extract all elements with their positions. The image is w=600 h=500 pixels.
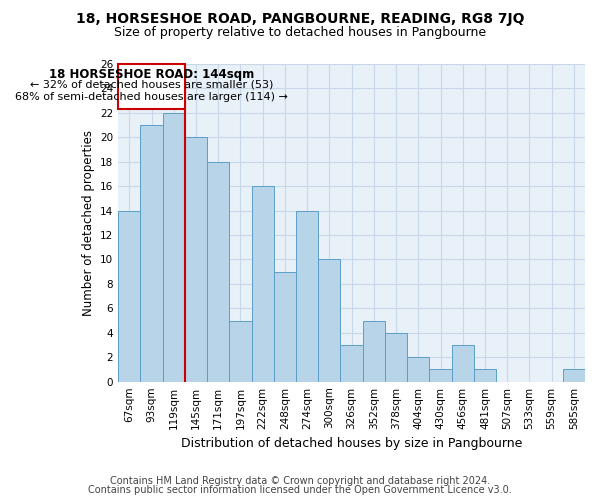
Text: 18, HORSESHOE ROAD, PANGBOURNE, READING, RG8 7JQ: 18, HORSESHOE ROAD, PANGBOURNE, READING,… — [76, 12, 524, 26]
Bar — [563, 370, 585, 382]
FancyBboxPatch shape — [118, 64, 185, 109]
Bar — [118, 210, 140, 382]
Text: Contains HM Land Registry data © Crown copyright and database right 2024.: Contains HM Land Registry data © Crown c… — [110, 476, 490, 486]
Text: ← 32% of detached houses are smaller (53): ← 32% of detached houses are smaller (53… — [30, 80, 273, 90]
Bar — [140, 125, 163, 382]
Bar — [474, 370, 496, 382]
Bar — [251, 186, 274, 382]
Bar — [385, 333, 407, 382]
Bar — [407, 357, 430, 382]
Text: 18 HORSESHOE ROAD: 144sqm: 18 HORSESHOE ROAD: 144sqm — [49, 68, 254, 80]
Bar — [274, 272, 296, 382]
Text: Size of property relative to detached houses in Pangbourne: Size of property relative to detached ho… — [114, 26, 486, 39]
Bar — [452, 345, 474, 382]
Bar — [430, 370, 452, 382]
Bar — [296, 210, 318, 382]
Text: 68% of semi-detached houses are larger (114) →: 68% of semi-detached houses are larger (… — [15, 92, 288, 102]
Text: Contains public sector information licensed under the Open Government Licence v3: Contains public sector information licen… — [88, 485, 512, 495]
Bar — [185, 138, 207, 382]
X-axis label: Distribution of detached houses by size in Pangbourne: Distribution of detached houses by size … — [181, 437, 522, 450]
Bar — [229, 320, 251, 382]
Bar — [318, 260, 340, 382]
Bar — [207, 162, 229, 382]
Y-axis label: Number of detached properties: Number of detached properties — [82, 130, 95, 316]
Bar — [363, 320, 385, 382]
Bar — [340, 345, 363, 382]
Bar — [163, 113, 185, 382]
